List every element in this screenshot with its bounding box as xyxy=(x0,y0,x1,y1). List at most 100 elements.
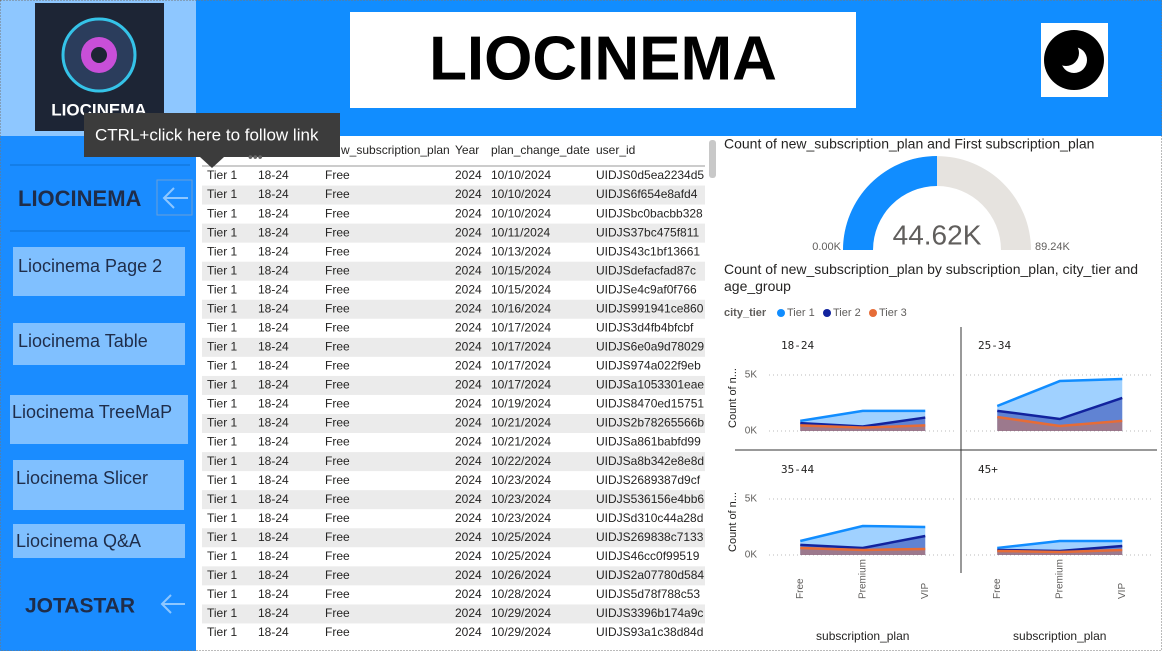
table-cell: Free xyxy=(325,187,350,201)
area-line xyxy=(997,539,1123,550)
table-cell: Tier 1 xyxy=(207,320,238,334)
table-cell: UIDJS269838c7133 xyxy=(596,530,704,544)
table-cell: Free xyxy=(325,511,350,525)
table-cell: 10/13/2024 xyxy=(491,244,551,258)
table-cell: 10/11/2024 xyxy=(491,225,550,239)
table-cell: UIDJS2689387d9cf xyxy=(596,473,701,487)
tooltip xyxy=(84,113,340,157)
back-arrow[interactable] xyxy=(162,187,188,209)
row-band xyxy=(202,604,705,624)
table-cell: 2024 xyxy=(455,206,482,220)
gauge-min: 0.00K xyxy=(812,241,841,253)
nav-link[interactable]: Liocinema Page 2 xyxy=(18,256,162,276)
table-cell: Free xyxy=(325,301,350,315)
legend-label: Tier 2 xyxy=(833,307,861,319)
table-cell: 10/26/2024 xyxy=(491,568,551,582)
table-cell: 10/23/2024 xyxy=(491,511,551,525)
back-arrow[interactable] xyxy=(160,594,185,614)
table-cell: Tier 1 xyxy=(207,625,238,639)
row-band xyxy=(202,566,705,586)
table-cell: 18-24 xyxy=(258,606,289,620)
row-band xyxy=(202,261,705,281)
table-cell: Tier 1 xyxy=(207,301,238,315)
table-cell: 2024 xyxy=(455,282,482,296)
column-header: Year xyxy=(455,143,479,157)
table-cell: UIDJS93a1c38d84d xyxy=(596,625,703,639)
table-cell: 18-24 xyxy=(258,625,289,639)
table-cell: 2024 xyxy=(455,187,482,201)
table-cell: UIDJS2a07780d584 xyxy=(596,568,704,582)
table-cell: 10/17/2024 xyxy=(491,340,551,354)
nav-button[interactable] xyxy=(10,395,188,444)
table-cell: 10/10/2024 xyxy=(491,187,551,201)
table-cell: 2024 xyxy=(455,378,482,392)
row-band xyxy=(202,414,705,434)
table-cell: 2024 xyxy=(455,473,482,487)
table-cell: Tier 1 xyxy=(207,492,238,506)
row-band xyxy=(202,185,705,205)
selection-box xyxy=(156,179,193,216)
table-cell: 18-24 xyxy=(258,587,289,601)
table-cell: 10/28/2024 xyxy=(491,587,551,601)
scrollbar[interactable] xyxy=(709,140,716,178)
table-cell: UIDJS43c1bf13661 xyxy=(596,244,700,258)
table-cell: Tier 1 xyxy=(207,225,238,239)
table-cell: 18-24 xyxy=(258,511,289,525)
table-cell: Free xyxy=(325,397,350,411)
table-cell: UIDJS3396b174a9c xyxy=(596,606,703,620)
nav-button[interactable] xyxy=(13,524,185,558)
table-cell: 18-24 xyxy=(258,416,289,430)
nav-home[interactable]: LIOCINEMA xyxy=(18,186,142,211)
page-title: LIOCINEMA xyxy=(429,24,777,93)
nav-button[interactable] xyxy=(13,323,185,365)
table: w_subscription_plan Year plan_change_date u… xyxy=(202,143,705,639)
table-cell: UIDJS6f654e8afd4 xyxy=(596,187,698,201)
table-cell: 2024 xyxy=(455,454,482,468)
table-cell: UIDJS46cc0f99519 xyxy=(596,549,700,563)
table-cell: 2024 xyxy=(455,244,482,258)
table-cell: UIDJS2b78265566b xyxy=(596,416,704,430)
nav-button[interactable] xyxy=(13,247,185,296)
table-cell: Tier 1 xyxy=(207,397,238,411)
table-cell: 18-24 xyxy=(258,378,289,392)
nav-button[interactable] xyxy=(13,460,184,510)
legend-label: Tier 3 xyxy=(879,307,907,319)
tooltip-pointer xyxy=(200,157,224,168)
table-cell: UIDJSdefacfad87c xyxy=(596,263,696,277)
table-cell: Free xyxy=(325,225,350,239)
legend-label: Tier 1 xyxy=(787,307,815,319)
table-cell: 2024 xyxy=(455,320,482,334)
table-cell: Free xyxy=(325,606,350,620)
table-cell: Free xyxy=(325,244,350,258)
area-line xyxy=(997,548,1123,554)
table-cell: UIDJS991941ce860 xyxy=(596,301,704,315)
table-cell: 10/17/2024 xyxy=(491,320,551,334)
y-axis-title: Count of n... xyxy=(727,492,739,552)
nav-link[interactable]: Liocinema TreeMaP xyxy=(12,402,172,422)
column-header: w_subscription_plan xyxy=(340,143,450,157)
table-cell: 2024 xyxy=(455,549,482,563)
table-cell: Tier 1 xyxy=(207,282,238,296)
nav-link[interactable]: Liocinema Slicer xyxy=(16,468,148,488)
nav-link[interactable]: Liocinema Table xyxy=(18,331,148,351)
table-cell: Tier 1 xyxy=(207,530,238,544)
area-line xyxy=(800,534,926,550)
legend-dot xyxy=(777,309,785,317)
nav-footer[interactable]: JOTASTAR xyxy=(25,595,135,618)
more-options[interactable]: ••• xyxy=(248,149,263,165)
nav-link[interactable]: Liocinema Q&A xyxy=(16,531,141,551)
table-cell: 18-24 xyxy=(258,301,289,315)
table-cell: Tier 1 xyxy=(207,378,238,392)
area-fill xyxy=(997,417,1123,431)
table-cell: Tier 1 xyxy=(207,549,238,563)
column-header: plan_change_date xyxy=(491,143,590,157)
table-cell: Tier 1 xyxy=(207,587,238,601)
table-cell: 2024 xyxy=(455,225,482,239)
y-tick-label: 5K xyxy=(745,370,758,381)
gauge-value: 44.62K xyxy=(893,219,982,250)
x-axis-title: subscription_plan xyxy=(816,629,909,643)
table-cell: Tier 1 xyxy=(207,568,238,582)
table-cell: 18-24 xyxy=(258,282,289,296)
